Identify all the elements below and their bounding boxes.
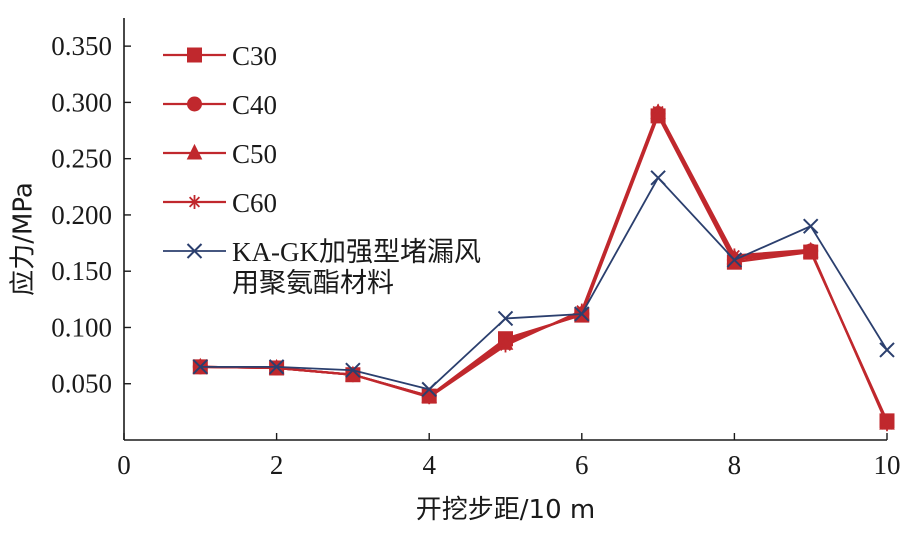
x-tick-label: 2: [270, 450, 284, 480]
legend-marker: [187, 47, 202, 63]
legend-entry: C30: [163, 41, 277, 71]
x-tick-label: 6: [575, 450, 589, 480]
legend-label: C50: [232, 139, 277, 169]
data-point: [498, 338, 513, 353]
y-tick-label: 0.100: [51, 312, 112, 342]
data-point: [345, 362, 361, 378]
y-tick-label: 0.150: [51, 256, 112, 286]
data-point: [726, 252, 743, 268]
y-axis-title: 应力/MPa: [9, 182, 39, 296]
legend-entry: C50: [163, 139, 277, 169]
legend-marker: [187, 96, 202, 112]
data-point: [421, 381, 437, 398]
data-point: [650, 170, 666, 186]
legend-label: C40: [232, 90, 277, 120]
x-tick-label: 8: [728, 450, 742, 480]
data-point: [803, 242, 818, 257]
x-tick-label: 4: [422, 450, 436, 480]
legend-entry: C40: [163, 90, 277, 120]
legend-label: C60: [232, 188, 277, 218]
data-point: [651, 104, 666, 119]
x-tick-label: 0: [117, 450, 131, 480]
x-tick-label: 10: [874, 450, 901, 480]
legend-label: KA-GK加强型堵漏风: [232, 237, 481, 267]
data-point: [268, 359, 285, 375]
data-point: [497, 310, 514, 327]
series-line: [200, 176, 888, 391]
y-tick-label: 0.350: [51, 31, 112, 61]
y-axis-ticks: 0.050 0.100 0.150 0.200 0.250 0.300 0.350: [51, 31, 131, 399]
legend-label: 用聚氨酯材料: [232, 268, 394, 298]
y-tick-label: 0.200: [51, 200, 112, 230]
data-point: [802, 218, 819, 234]
legend-marker: [186, 243, 203, 259]
series-line: [200, 108, 889, 425]
data-point: [880, 417, 894, 432]
legend-entry: C60: [163, 188, 277, 218]
series-5: [192, 170, 895, 398]
y-tick-label: 0.250: [51, 144, 112, 174]
x-axis-ticks: 0 2 4 6 8 10: [117, 433, 901, 480]
legend-marker: [187, 195, 202, 209]
series-layer: [192, 103, 895, 432]
y-tick-label: 0.300: [51, 87, 112, 117]
data-point: [192, 359, 209, 375]
legend-marker: [186, 143, 203, 160]
data-point: [879, 342, 895, 358]
legend-label: C30: [232, 41, 277, 71]
y-tick-label: 0.050: [51, 369, 112, 399]
data-point: [574, 306, 590, 322]
x-axis-title: 开挖步距/10 m: [416, 495, 595, 525]
data-point: [422, 390, 437, 405]
axes: [123, 18, 887, 441]
